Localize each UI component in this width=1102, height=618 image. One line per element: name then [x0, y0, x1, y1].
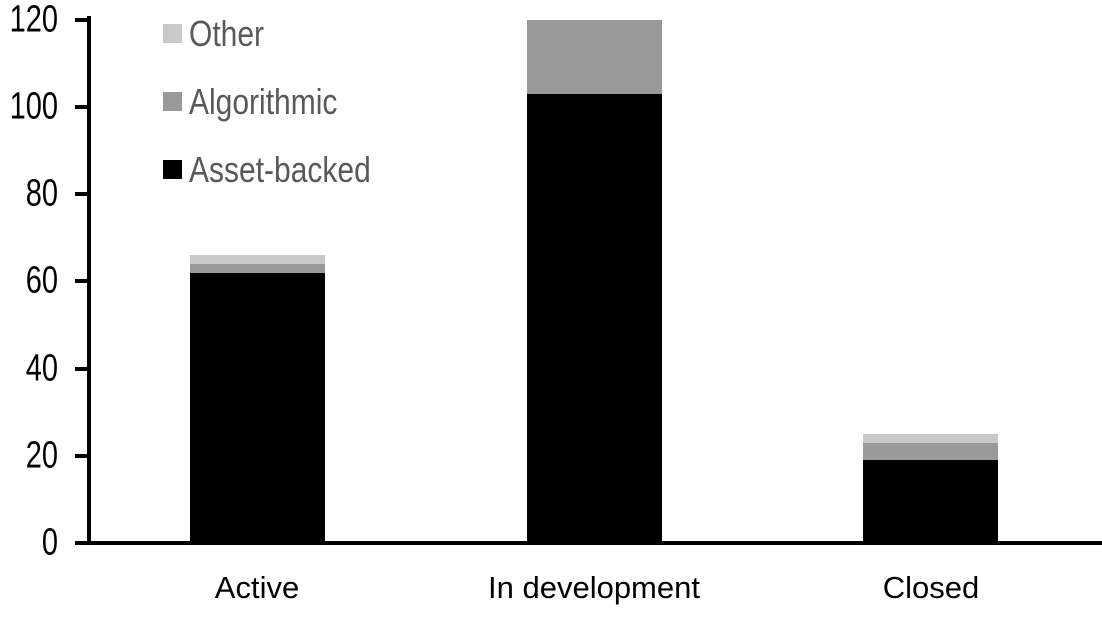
- y-axis-tick-label: 120: [9, 0, 58, 41]
- y-axis-tick-label: 100: [9, 86, 58, 128]
- y-axis-tick-label: 60: [25, 260, 58, 303]
- y-axis-tick: [75, 453, 87, 458]
- legend-label: Asset-backed: [189, 150, 371, 191]
- legend-label: Algorithmic: [189, 82, 338, 123]
- y-axis-tick-label: 80: [25, 173, 58, 215]
- y-axis-tick-label: 40: [25, 347, 58, 390]
- bar-segment-asset-backed-closed: [863, 460, 998, 543]
- y-axis-tick-label: 0: [41, 522, 58, 564]
- bar-segment-algorithmic-in-development: [527, 19, 662, 94]
- legend-label: Other: [189, 14, 265, 55]
- bar-segment-algorithmic-closed: [863, 442, 998, 461]
- y-axis-tick: [75, 541, 87, 545]
- bar-segment-algorithmic-active: [190, 263, 325, 273]
- bar-segment-asset-backed-active: [190, 272, 325, 543]
- y-axis-tick: [75, 366, 87, 371]
- y-axis-tick: [75, 104, 87, 109]
- x-axis-label-in-development: In development: [488, 570, 700, 605]
- legend-swatch-icon: [163, 92, 182, 111]
- bar-segment-other-active: [190, 255, 325, 264]
- bar-segment-other-closed: [863, 433, 998, 443]
- y-axis-tick: [75, 17, 87, 22]
- y-axis-tick: [75, 192, 87, 197]
- bar-segment-asset-backed-in-development: [527, 93, 662, 543]
- x-axis-line: [75, 541, 1102, 545]
- x-axis-label-closed: Closed: [882, 570, 980, 605]
- y-axis-tick-label: 20: [25, 434, 58, 477]
- y-axis-line: [87, 16, 91, 545]
- legend-swatch-icon: [163, 24, 182, 43]
- legend-swatch-icon: [163, 160, 182, 179]
- y-axis-tick: [75, 279, 87, 284]
- x-axis-label-active: Active: [214, 570, 300, 605]
